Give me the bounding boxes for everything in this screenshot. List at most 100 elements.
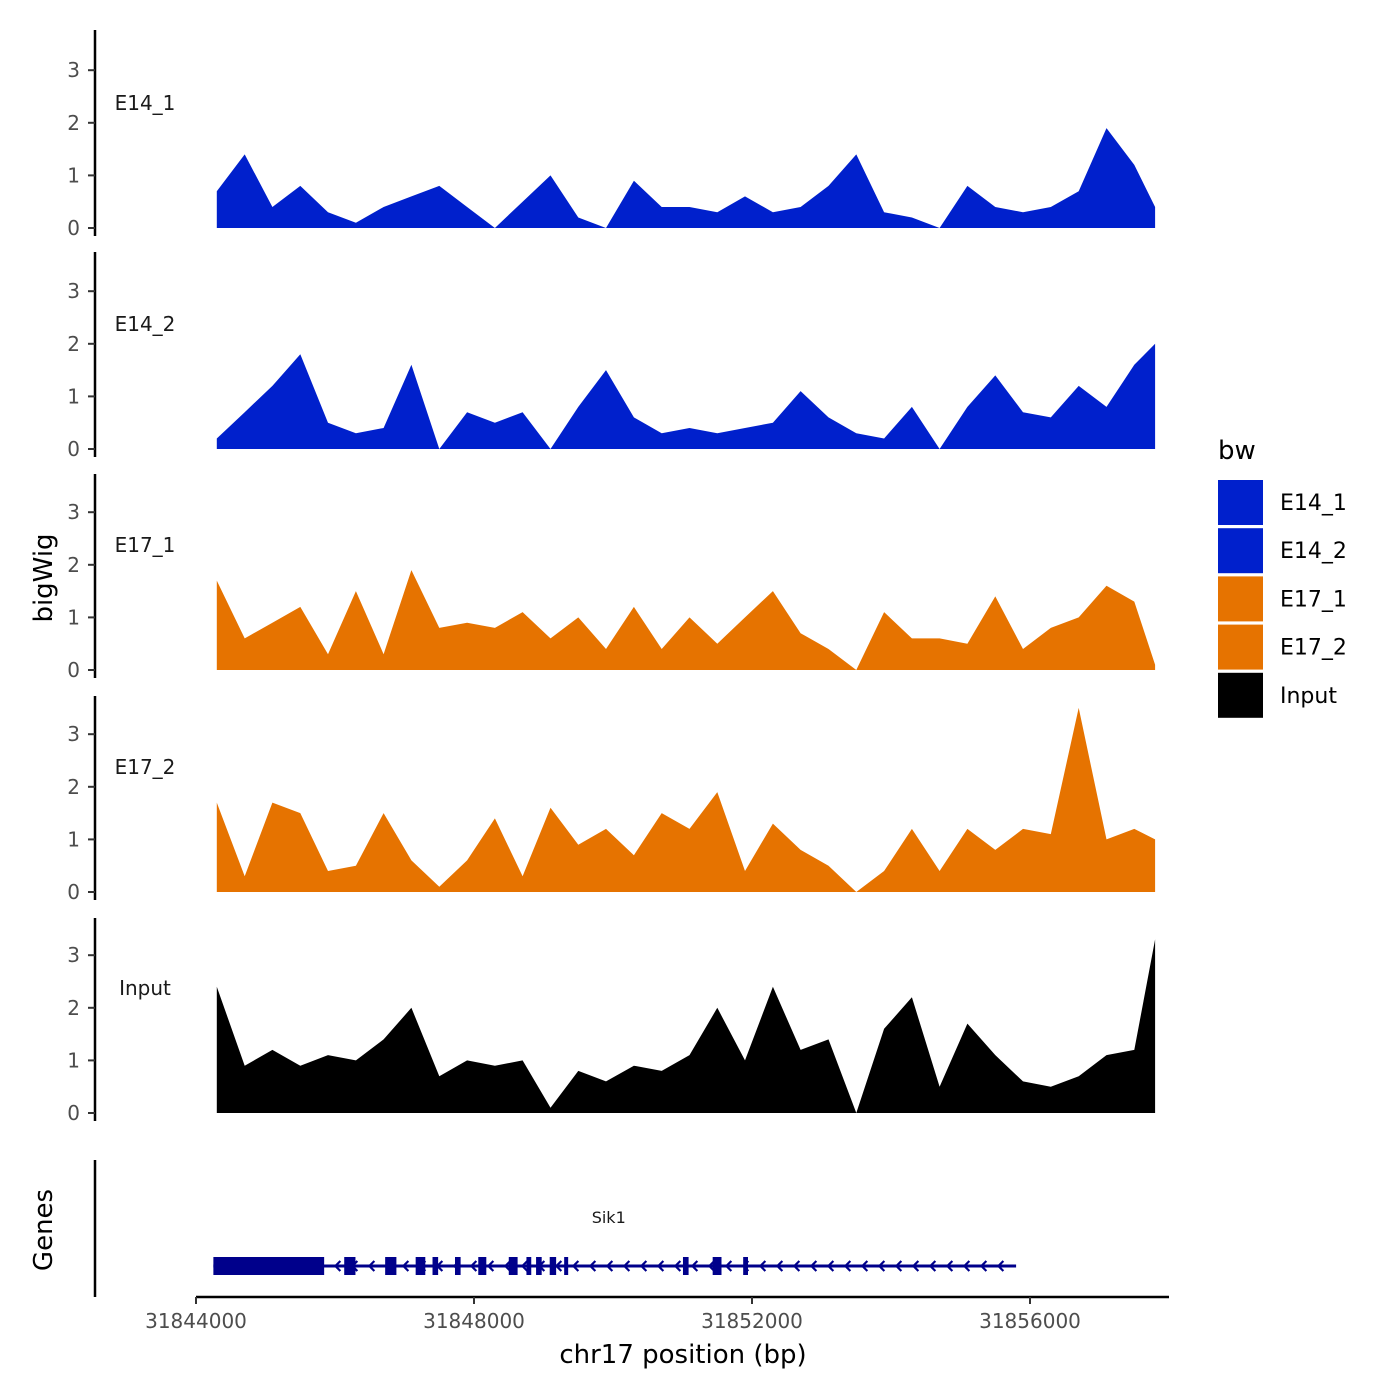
strand-arrow xyxy=(690,1260,699,1272)
y-tick-label: 2 xyxy=(67,553,80,577)
x-tick-label: 31848000 xyxy=(423,1309,525,1333)
strand-arrow xyxy=(401,1260,410,1272)
y-tick-label: 1 xyxy=(67,605,80,629)
strand-arrow xyxy=(486,1260,495,1272)
strand-arrow xyxy=(860,1260,869,1272)
strand-arrow xyxy=(367,1260,376,1272)
strand-arrow xyxy=(520,1260,529,1272)
y-tick-label: 2 xyxy=(67,111,80,135)
gene-exon xyxy=(743,1257,748,1275)
gene-exon xyxy=(682,1257,689,1275)
strand-arrow xyxy=(826,1260,835,1272)
y-tick-label: 0 xyxy=(67,437,80,461)
gene-exon xyxy=(385,1257,397,1275)
legend-swatch xyxy=(1218,480,1263,525)
gene-exon xyxy=(526,1257,532,1275)
strand-arrow xyxy=(333,1260,342,1272)
gene-exon xyxy=(454,1257,461,1275)
strand-arrow xyxy=(758,1260,767,1272)
strand-arrow xyxy=(809,1260,818,1272)
y-tick-label: 1 xyxy=(67,384,80,408)
track-label: Input xyxy=(119,976,171,1000)
gene-exon xyxy=(508,1257,518,1275)
y-tick-label: 2 xyxy=(67,996,80,1020)
strand-arrow xyxy=(605,1260,614,1272)
legend-label: Input xyxy=(1280,684,1337,709)
strand-arrow xyxy=(571,1260,580,1272)
y-tick-label: 0 xyxy=(67,1101,80,1125)
y-tick-label: 3 xyxy=(67,500,80,524)
strand-arrow xyxy=(928,1260,937,1272)
y-tick-label: 2 xyxy=(67,775,80,799)
strand-arrow xyxy=(639,1260,648,1272)
legend-title: bw xyxy=(1218,436,1256,466)
track-E14_2: 0 1 2 3 E14_2 xyxy=(67,252,1156,461)
strand-arrow xyxy=(911,1260,920,1272)
legend-swatch xyxy=(1218,528,1263,574)
signal-area-E14_1 xyxy=(216,128,1156,228)
y-tick-label: 0 xyxy=(67,658,80,682)
signal-area-E17_2 xyxy=(216,707,1156,892)
y-tick-label: 0 xyxy=(67,880,80,904)
strand-arrow xyxy=(554,1260,563,1272)
gene-exon xyxy=(549,1257,557,1275)
strand-arrow xyxy=(792,1260,801,1272)
strand-arrow xyxy=(996,1260,1005,1272)
x-tick-label: 31852000 xyxy=(701,1309,803,1333)
legend-label: E17_1 xyxy=(1280,587,1347,612)
strand-arrow xyxy=(979,1260,988,1272)
track-E17_1: 0 1 2 3 E17_1 xyxy=(67,474,1156,682)
x-tick-label: 31856000 xyxy=(979,1309,1081,1333)
y-tick-label: 3 xyxy=(67,279,80,303)
legend-swatch xyxy=(1218,672,1263,718)
track-label: E17_2 xyxy=(115,755,176,779)
strand-arrow xyxy=(622,1260,631,1272)
signal-area-E14_2 xyxy=(216,343,1156,449)
signal-area-Input xyxy=(216,939,1156,1113)
gene-exon xyxy=(213,1257,325,1275)
track-label: E17_1 xyxy=(115,533,176,557)
strand-arrow xyxy=(894,1260,903,1272)
y-axis-title: bigWig xyxy=(29,533,59,622)
strand-arrow xyxy=(945,1260,954,1272)
legend: bw E14_1 E14_2 E17_1 E17_2 Input xyxy=(1218,436,1347,718)
gene-exon xyxy=(564,1257,569,1275)
strand-arrow xyxy=(656,1260,665,1272)
track-E14_1: 0 1 2 3 E14_1 xyxy=(67,30,1156,240)
gene-exon xyxy=(536,1257,542,1275)
track-label: E14_2 xyxy=(115,312,176,336)
strand-arrow xyxy=(775,1260,784,1272)
strand-arrow xyxy=(469,1260,478,1272)
genes-axis-title: Genes xyxy=(29,1189,59,1271)
legend-label: E17_2 xyxy=(1280,636,1347,661)
gene-exon xyxy=(432,1257,439,1275)
strand-arrow xyxy=(962,1260,971,1272)
gene-exon xyxy=(712,1257,722,1275)
strand-arrow xyxy=(503,1260,512,1272)
y-tick-label: 2 xyxy=(67,332,80,356)
y-tick-label: 1 xyxy=(67,163,80,187)
gene-exon xyxy=(415,1257,426,1275)
y-tick-label: 1 xyxy=(67,827,80,851)
strand-arrow xyxy=(588,1260,597,1272)
strand-arrow xyxy=(877,1260,886,1272)
genes-panel: Sik1 xyxy=(93,1160,1017,1297)
track-Input: 0 1 2 3 Input xyxy=(67,918,1156,1125)
signal-area-E17_1 xyxy=(216,570,1156,670)
legend-swatch xyxy=(1218,576,1263,622)
gene-label: Sik1 xyxy=(592,1208,626,1227)
y-tick-label: 1 xyxy=(67,1048,80,1072)
x-axis: 31844000 31848000 31852000 31856000 xyxy=(145,1295,1169,1333)
x-axis-title: chr17 position (bp) xyxy=(559,1340,806,1370)
y-tick-label: 3 xyxy=(67,943,80,967)
track-E17_2: 0 1 2 3 E17_2 xyxy=(67,696,1156,904)
gene-exon xyxy=(478,1257,487,1275)
strand-arrow xyxy=(843,1260,852,1272)
y-tick-label: 3 xyxy=(67,58,80,82)
gene-exon xyxy=(344,1257,356,1275)
y-tick-label: 3 xyxy=(67,722,80,746)
signal-tracks: 0 1 2 3 E14_1 0 1 2 3 E14_2 0 1 2 3 E17_1 0 1 2 3 E17_2 0 1 2 3… xyxy=(67,30,1156,1125)
strand-arrow xyxy=(724,1260,733,1272)
x-tick-label: 31844000 xyxy=(145,1309,247,1333)
